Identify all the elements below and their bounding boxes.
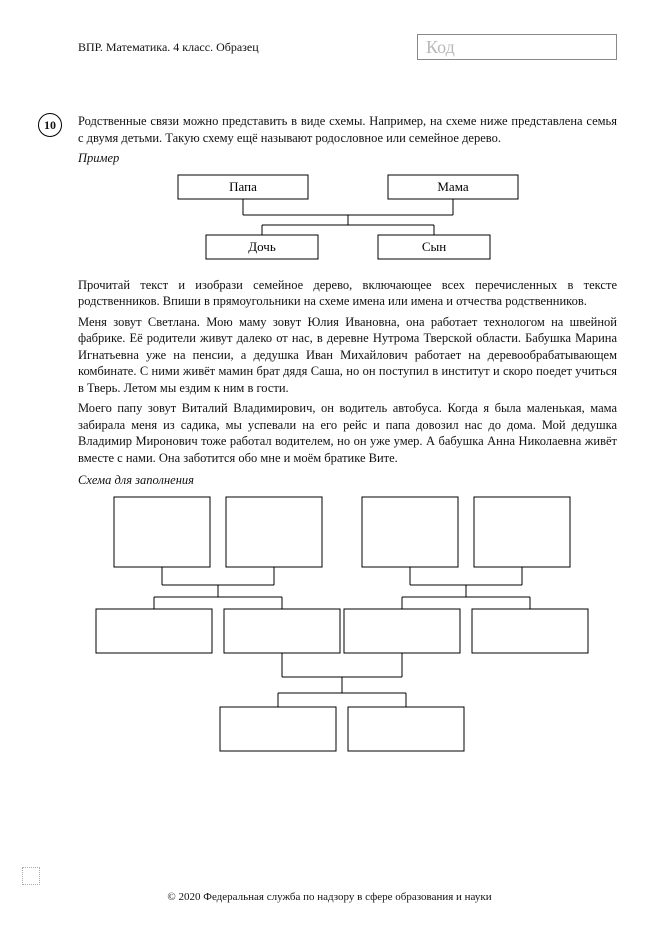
corner-marker [22,867,40,885]
question-number-badge: 10 [38,113,62,137]
blank-gp-box-1[interactable] [114,497,210,567]
worksheet-page: ВПР. Математика. 4 класс. Образец Код 10… [0,0,659,925]
blank-gp-box-3[interactable] [362,497,458,567]
example-label-doch: Дочь [248,239,276,254]
example-label-syn: Сын [422,239,446,254]
blank-gp-box-2[interactable] [226,497,322,567]
blank-parent-box-4[interactable] [472,609,588,653]
blank-tree-diagram [82,493,602,783]
question-number: 10 [44,118,56,133]
page-header: ВПР. Математика. 4 класс. Образец Код [78,34,617,60]
blank-schema-label: Схема для заполнения [78,472,617,489]
code-input-box[interactable]: Код [417,34,617,60]
page-footer: © 2020 Федеральная служба по надзору в с… [0,891,659,903]
task-paragraph: Прочитай текст и изобрази семейное дерев… [78,277,617,310]
blank-parent-box-2[interactable] [224,609,340,653]
blank-parent-box-3[interactable] [344,609,460,653]
blank-child-box-2[interactable] [348,707,464,751]
subject-line: ВПР. Математика. 4 класс. Образец [78,40,259,55]
example-label-papa: Папа [229,179,257,194]
blank-child-box-1[interactable] [220,707,336,751]
example-tree-diagram: Папа Мама Дочь Сын [138,171,558,271]
code-placeholder: Код [426,37,455,58]
example-label-mama: Мама [437,179,468,194]
blank-parent-box-1[interactable] [96,609,212,653]
intro-paragraph: Родственные связи можно представить в ви… [78,113,617,146]
content-column: Родственные связи можно представить в ви… [78,113,617,783]
example-label: Пример [78,150,617,167]
story-paragraph-1: Меня зовут Светлана. Мою маму зовут Юлия… [78,314,617,397]
story-paragraph-2: Моего папу зовут Виталий Владимирович, о… [78,400,617,466]
blank-gp-box-4[interactable] [474,497,570,567]
